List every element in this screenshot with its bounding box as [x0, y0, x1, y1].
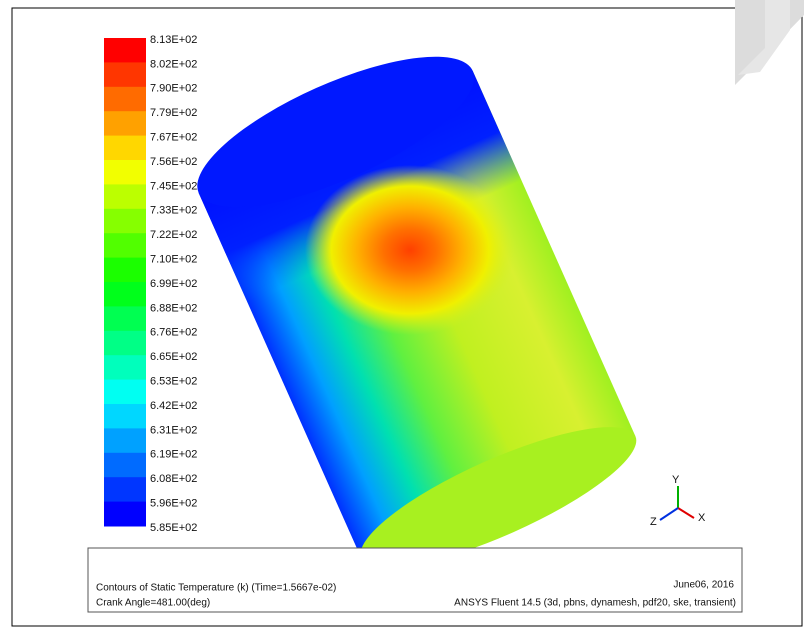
color-band [104, 184, 146, 209]
color-band [104, 258, 146, 283]
colorbar-label: 8.13E+02 [150, 34, 197, 46]
colorbar-label: 6.42E+02 [150, 400, 197, 412]
color-band [104, 306, 146, 331]
hot-spot [305, 165, 515, 335]
color-band [104, 87, 146, 112]
color-band [104, 160, 146, 185]
colorbar-label: 7.56E+02 [150, 156, 197, 168]
screenshot: 8.13E+02 8.02E+02 7.90E+02 7.79E+02 7.67E+02… [0, 0, 804, 628]
colorbar: 8.13E+02 8.02E+02 7.90E+02 7.79E+02 7.67E+02… [104, 34, 197, 534]
color-band [104, 428, 146, 453]
colorbar-label: 7.79E+02 [150, 107, 197, 119]
color-band [104, 136, 146, 161]
colorbar-label: 5.96E+02 [150, 498, 197, 510]
color-band [104, 282, 146, 307]
color-band [104, 209, 146, 234]
color-band [104, 331, 146, 356]
colorbar-label: 6.53E+02 [150, 376, 197, 388]
colorbar-label: 6.19E+02 [150, 449, 197, 461]
colorbar-label: 6.65E+02 [150, 351, 197, 363]
colorbar-label: 5.85E+02 [150, 522, 197, 534]
colorbar-label: 6.88E+02 [150, 302, 197, 314]
color-band [104, 453, 146, 478]
colorbar-label: 6.99E+02 [150, 278, 197, 290]
footer-date: June06, 2016 [673, 580, 734, 591]
footer-left-line: Crank Angle=481.00(deg) [96, 598, 210, 609]
color-band [104, 404, 146, 429]
colorbar-label: 7.67E+02 [150, 132, 197, 144]
color-band [104, 62, 146, 87]
color-band [104, 111, 146, 136]
colorbar-label: 6.08E+02 [150, 473, 197, 485]
colorbar-label: 7.22E+02 [150, 229, 197, 241]
colorbar-label: 6.76E+02 [150, 327, 197, 339]
x-axis-label: X [698, 512, 706, 524]
color-band [104, 355, 146, 380]
color-band [104, 233, 146, 258]
z-axis-label: Z [650, 516, 657, 528]
colorbar-label: 7.45E+02 [150, 180, 197, 192]
footer-left-line: Contours of Static Temperature (k) (Time… [96, 583, 336, 594]
colorbar-label: 7.33E+02 [150, 205, 197, 217]
colorbar-label: 6.31E+02 [150, 424, 197, 436]
footer-version: ANSYS Fluent 14.5 (3d, pbns, dynamesh, p… [454, 598, 736, 609]
colorbar-label: 8.02E+02 [150, 58, 197, 70]
color-band [104, 380, 146, 405]
colorbar-label: 7.10E+02 [150, 254, 197, 266]
y-axis-label: Y [672, 474, 680, 486]
color-band [104, 502, 146, 527]
color-band [104, 38, 146, 63]
colorbar-label: 7.90E+02 [150, 83, 197, 95]
color-band [104, 477, 146, 502]
